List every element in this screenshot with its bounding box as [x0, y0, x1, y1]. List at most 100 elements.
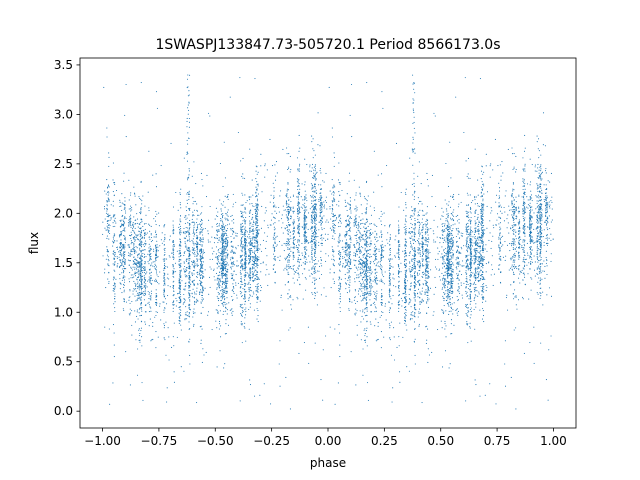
- data-point: [527, 273, 529, 275]
- data-point: [273, 229, 275, 231]
- data-point: [388, 258, 390, 260]
- data-point: [221, 298, 223, 300]
- data-point: [315, 278, 318, 280]
- data-point: [349, 279, 351, 281]
- data-point: [201, 271, 203, 273]
- data-point: [222, 304, 224, 306]
- data-point: [188, 214, 190, 216]
- data-point: [280, 218, 283, 220]
- data-point: [191, 252, 193, 254]
- data-point: [356, 209, 358, 211]
- data-point: [121, 244, 124, 246]
- data-point: [217, 292, 219, 294]
- data-point: [537, 163, 539, 165]
- data-point: [362, 374, 364, 376]
- data-point: [188, 292, 190, 294]
- data-point: [276, 172, 278, 174]
- data-point: [143, 281, 145, 283]
- data-point: [524, 188, 526, 190]
- data-point: [455, 257, 457, 259]
- data-point: [142, 225, 144, 228]
- data-point: [129, 216, 131, 218]
- data-point: [485, 300, 487, 302]
- data-point: [312, 235, 314, 237]
- data-point: [288, 213, 290, 215]
- data-point: [188, 260, 190, 262]
- data-point: [120, 242, 122, 244]
- data-point: [119, 253, 121, 256]
- data-point: [514, 296, 516, 298]
- data-point: [160, 319, 162, 321]
- data-point: [474, 294, 476, 296]
- data-point: [226, 284, 228, 286]
- data-point: [138, 253, 140, 255]
- data-point: [109, 219, 111, 221]
- data-point: [265, 207, 267, 209]
- data-point: [144, 321, 146, 323]
- data-point: [348, 254, 350, 256]
- data-point: [260, 263, 262, 265]
- data-point: [414, 253, 416, 255]
- data-point: [312, 207, 315, 209]
- data-point: [283, 209, 285, 211]
- data-point: [106, 237, 108, 240]
- data-point: [445, 241, 447, 243]
- data-point: [439, 279, 441, 281]
- data-point: [225, 248, 227, 250]
- data-point: [447, 229, 449, 232]
- data-point: [244, 327, 246, 329]
- data-point: [366, 291, 368, 293]
- data-point: [508, 205, 510, 207]
- data-point: [320, 207, 322, 209]
- data-point: [253, 293, 255, 295]
- data-point: [186, 276, 188, 278]
- data-point: [179, 251, 181, 253]
- data-point: [503, 220, 505, 222]
- data-point: [249, 220, 251, 222]
- data-point: [196, 290, 198, 292]
- data-point: [257, 204, 259, 206]
- data-point: [336, 218, 338, 220]
- data-point: [143, 299, 145, 301]
- data-point: [185, 259, 187, 261]
- data-point: [361, 315, 363, 317]
- data-point: [140, 303, 142, 305]
- data-point: [120, 250, 122, 252]
- data-point: [380, 248, 382, 250]
- data-point: [411, 274, 413, 277]
- data-point: [547, 202, 549, 204]
- data-point: [138, 240, 141, 242]
- data-point: [376, 262, 378, 264]
- data-point: [139, 213, 142, 215]
- data-point: [512, 209, 514, 211]
- data-point: [416, 272, 418, 274]
- data-point: [264, 212, 266, 214]
- data-point: [304, 202, 306, 204]
- data-point: [473, 255, 475, 257]
- data-point: [523, 243, 525, 245]
- data-point: [231, 312, 233, 314]
- data-point: [257, 171, 259, 173]
- data-point: [449, 275, 451, 277]
- data-point: [450, 219, 452, 221]
- data-point: [414, 265, 416, 267]
- data-point: [389, 248, 391, 250]
- data-point: [538, 208, 540, 210]
- data-point: [381, 266, 383, 268]
- data-point: [545, 184, 547, 186]
- data-point: [398, 257, 400, 259]
- data-point: [183, 262, 185, 264]
- data-point: [422, 242, 424, 244]
- data-point: [480, 196, 482, 198]
- data-point: [539, 255, 541, 257]
- data-point: [465, 304, 467, 306]
- data-point: [486, 191, 489, 193]
- data-point: [166, 277, 168, 279]
- data-point: [450, 273, 452, 275]
- data-point: [537, 138, 540, 140]
- data-point: [474, 235, 476, 238]
- data-point: [141, 200, 143, 202]
- data-point: [255, 226, 257, 228]
- data-point: [491, 210, 493, 212]
- data-point: [367, 270, 369, 272]
